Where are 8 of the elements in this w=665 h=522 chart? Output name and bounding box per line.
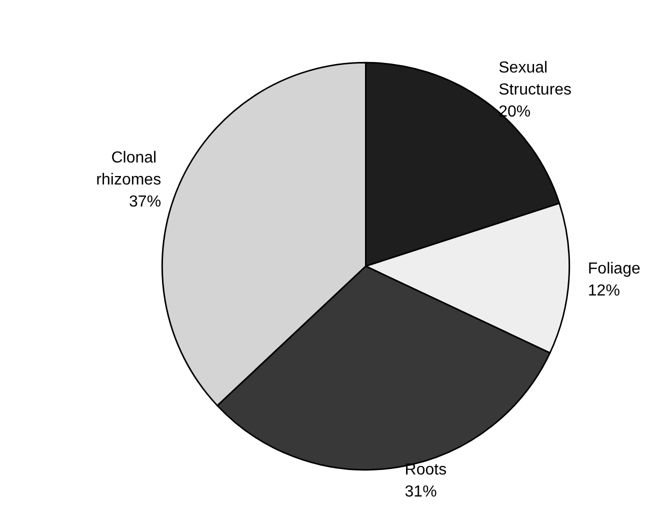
- slice-label: Clonal rhizomes: [96, 149, 162, 188]
- data-label: 37%: [129, 193, 162, 210]
- data-label: 31%: [404, 484, 437, 501]
- slice-label: Foliage: [588, 260, 640, 278]
- data-label: 12%: [588, 282, 620, 300]
- slice-label: Sexual Structures: [498, 60, 572, 99]
- slice-label: Roots: [404, 462, 447, 479]
- data-label: 20%: [498, 104, 531, 121]
